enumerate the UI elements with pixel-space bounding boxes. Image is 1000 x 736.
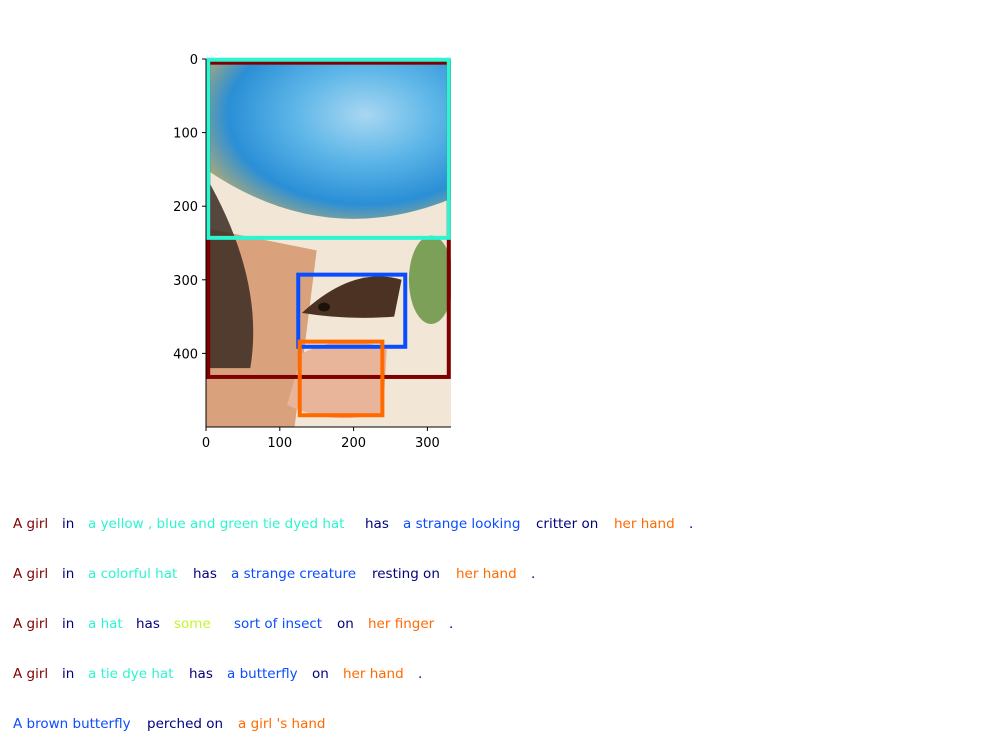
- photo-image: [206, 59, 451, 427]
- caption-phrase: her hand: [456, 566, 517, 582]
- caption-phrase: A girl: [13, 666, 49, 682]
- caption-phrase: perched on: [147, 716, 224, 732]
- caption-line: A girl in a colorful hat has a strange creat…: [0, 566, 1000, 586]
- caption-phrase: a tie dye hat: [88, 666, 174, 682]
- caption-phrase: in: [62, 516, 75, 532]
- hand-box: [297, 339, 385, 418]
- caption-phrase: A girl: [13, 616, 49, 632]
- plot-axes: 0 100 200 300 0 100 200 300 400: [173, 53, 451, 451]
- caption-phrase: a strange creature: [231, 566, 357, 582]
- hair-region: [206, 176, 254, 369]
- bounding-boxes: [206, 57, 451, 418]
- caption-phrase: A brown butterfly: [13, 716, 131, 732]
- y-tick-label: 100: [173, 127, 198, 142]
- x-tick-label: 0: [202, 436, 210, 451]
- caption-phrase: in: [62, 616, 75, 632]
- caption-phrase: her hand: [343, 666, 404, 682]
- butterfly-eyespot: [318, 302, 330, 312]
- x-tick-label: 100: [267, 436, 292, 451]
- caption-phrase: some: [174, 616, 211, 632]
- caption-phrase: has: [136, 616, 160, 632]
- caption-phrase: a butterfly: [227, 666, 298, 682]
- caption-phrase: has: [365, 516, 389, 532]
- caption-line: A girl in a yellow , blue and green tie dy…: [0, 516, 1000, 536]
- caption-phrase: .: [531, 566, 536, 582]
- caption-phrase: A girl: [13, 566, 49, 582]
- caption-phrase: A girl: [13, 516, 49, 532]
- x-tick-label: 200: [341, 436, 366, 451]
- caption-phrase: has: [189, 666, 213, 682]
- caption-phrase: critter on: [536, 516, 599, 532]
- butterfly-box: [296, 272, 408, 349]
- y-tick-label: 300: [173, 274, 198, 289]
- caption-phrase: her hand: [614, 516, 675, 532]
- caption-phrase: a strange looking: [403, 516, 521, 532]
- caption-phrase: a yellow , blue and green tie dyed hat: [88, 516, 345, 532]
- caption-phrase: on: [312, 666, 329, 682]
- y-tick-label: 0: [190, 53, 198, 68]
- caption-phrase: a hat: [88, 616, 123, 632]
- caption-phrase: .: [689, 516, 694, 532]
- x-tick-label: 300: [415, 436, 440, 451]
- y-tick-label: 400: [173, 347, 198, 362]
- caption-phrase: her finger: [368, 616, 435, 632]
- caption-phrase: has: [193, 566, 217, 582]
- hat-region: [206, 59, 451, 219]
- y-tick-label: 200: [173, 200, 198, 215]
- caption-phrase: .: [418, 666, 423, 682]
- foliage-region: [408, 235, 451, 324]
- caption-phrase: a colorful hat: [88, 566, 178, 582]
- caption-phrase: sort of insect: [234, 616, 323, 632]
- hat-box: [206, 57, 451, 240]
- caption-phrase: in: [62, 566, 75, 582]
- caption-line: A girl in a tie dye hat has a butterfly on her…: [0, 666, 1000, 686]
- caption-phrase: resting on: [372, 566, 440, 582]
- caption-line: A girl in a hat has some sort of insect on her …: [0, 616, 1000, 636]
- caption-line: A brown butterfly perched on a girl 's han…: [0, 716, 1000, 736]
- caption-phrase: .: [449, 616, 454, 632]
- caption-phrase: in: [62, 666, 75, 682]
- caption-phrase: a girl 's hand: [238, 716, 326, 732]
- hand-region: [287, 341, 387, 419]
- caption-phrase: on: [337, 616, 354, 632]
- figure-plot: 0 100 200 300 0 100 200 300 400: [173, 53, 451, 451]
